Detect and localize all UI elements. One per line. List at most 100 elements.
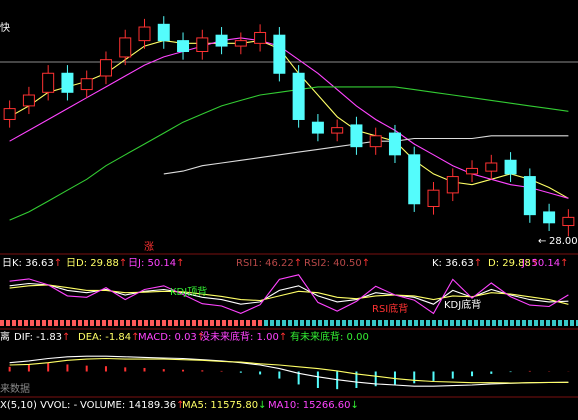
signal-cell (60, 320, 64, 326)
indicator-text: RSI1: 46.22 (236, 258, 294, 269)
signal-cell (234, 320, 238, 326)
signal-cell (198, 320, 202, 326)
signal-cell (6, 320, 10, 326)
indicator-line (9, 355, 569, 387)
candle-body (427, 189, 440, 207)
signal-cell (312, 320, 316, 326)
indicator-value: 日K: 36.63↑ (2, 258, 62, 269)
candle-body (292, 72, 305, 120)
candle-body (215, 34, 228, 47)
signal-cell (66, 320, 70, 326)
signal-cell (402, 320, 406, 326)
signal-cell (204, 320, 208, 326)
signal-cell (420, 320, 424, 326)
signal-cell (408, 320, 412, 326)
low-arrow: ← (538, 236, 546, 247)
indicator-arrow: ↑ (119, 258, 127, 269)
indicator-text: 离 (0, 330, 10, 343)
signal-cell (180, 320, 184, 326)
signal-cell (48, 320, 52, 326)
signal-cell (174, 320, 178, 326)
rise-label: 涨 (144, 241, 154, 253)
signal-cell (336, 320, 340, 326)
candle-body (61, 72, 74, 93)
candle-body (273, 34, 286, 74)
indicator-value: MACD: 0.03↑ (138, 332, 205, 343)
candle-body (177, 40, 190, 53)
indicator-text: DEA: -1.84 (78, 332, 131, 343)
marks (3, 16, 575, 390)
signal-cell (150, 320, 154, 326)
signal-cell (144, 320, 148, 326)
signal-cell (0, 320, 4, 326)
indicator-value: X(5,10) VVOL: - (0, 400, 78, 411)
signal-cell (264, 320, 268, 326)
candle-body (157, 23, 170, 42)
indicator-value: DIF: -1.83↑ (14, 332, 70, 343)
indicator-value: K: 36.63↑ (432, 258, 482, 269)
signal-cell (12, 320, 16, 326)
signal-cell (90, 320, 94, 326)
signal-cell (252, 320, 256, 326)
signal-cell (108, 320, 112, 326)
indicator-value: RSI1: 46.22↑ (236, 258, 302, 269)
signal-cell (24, 320, 28, 326)
signal-cell (522, 320, 526, 326)
signal-cell (282, 320, 286, 326)
signal-cell (498, 320, 502, 326)
indicator-value: J: 50.14↑ (521, 258, 569, 269)
candle-body (254, 31, 267, 44)
indicator-text: VOLUME: 14189.36 (80, 400, 176, 411)
candle-body (311, 121, 324, 134)
candle-body (466, 167, 479, 175)
signal-cell (342, 320, 346, 326)
indicator-text: 没未来底背: 1.00 (200, 330, 279, 343)
signal-cell (378, 320, 382, 326)
indicator-line (9, 274, 569, 315)
candle-body (3, 108, 16, 120)
indicator-text: K: 36.63 (432, 258, 474, 269)
candle-body (543, 211, 556, 224)
signal-cell (558, 320, 562, 326)
indicator-arrow: ↑ (279, 332, 287, 343)
indicator-arrow: ↑ (560, 258, 568, 269)
indicator-arrow: ↑ (62, 332, 70, 343)
candle-body (80, 78, 93, 91)
kdj-signal: KDJ底背 (444, 298, 481, 311)
signal-cell (474, 320, 478, 326)
signal-cell (528, 320, 532, 326)
signal-cell (138, 320, 142, 326)
signal-cell (192, 320, 196, 326)
signal-cell (444, 320, 448, 326)
candle-body (99, 59, 112, 77)
indicator-arrow: ↑ (294, 258, 302, 269)
signal-cell (540, 320, 544, 326)
signal-cell (294, 320, 298, 326)
indicator-value: 离 (0, 330, 10, 343)
indicator-arrow: ↑ (362, 258, 370, 269)
signal-cell (30, 320, 34, 326)
signal-cell (576, 320, 578, 326)
indicator-arrow: ↑ (531, 258, 539, 269)
signal-cell (300, 320, 304, 326)
indicator-arrow: ↑ (474, 258, 482, 269)
candle-body (22, 94, 35, 107)
signal-cell (168, 320, 172, 326)
signal-cell (414, 320, 418, 326)
candle-body (408, 154, 421, 205)
signal-cell (306, 320, 310, 326)
indicator-text: 日D: 29.88 (66, 258, 119, 269)
indicator-text: MA5: 11575.80 (182, 400, 258, 411)
candle-body (196, 37, 209, 53)
signal-cell (18, 320, 22, 326)
signal-cell (258, 320, 262, 326)
signal-cell (246, 320, 250, 326)
indicator-arrow: ↑ (197, 332, 205, 343)
signal-cell (324, 320, 328, 326)
indicator-text: 日J: 50.14 (128, 258, 176, 269)
candle-body (388, 132, 401, 156)
signal-cell (36, 320, 40, 326)
indicator-value: D: 29.88↑ (488, 258, 539, 269)
indicator-text: DIF: -1.83 (14, 332, 62, 343)
